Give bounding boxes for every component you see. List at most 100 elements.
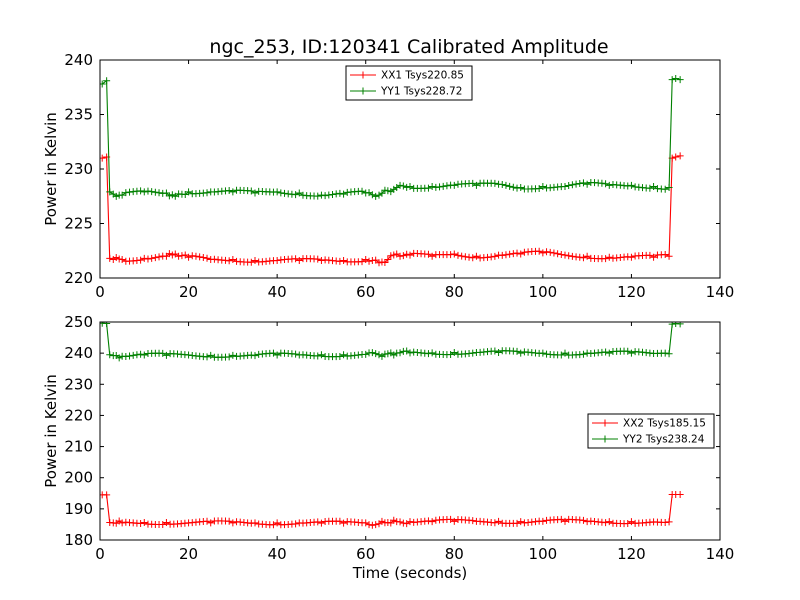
top-series-1-point <box>185 253 193 261</box>
bottom-series-2-point <box>668 322 676 328</box>
top-series-1-point <box>406 251 414 259</box>
top-series-2-point <box>576 179 584 187</box>
top-series-1-point <box>450 250 458 258</box>
bottom-series-2-point <box>340 351 348 359</box>
top-series-1-point <box>543 248 551 256</box>
bottom-series-1-point <box>251 519 259 527</box>
top-series-1-point <box>424 250 432 258</box>
top-series-1-point <box>646 251 654 259</box>
legend-marker-xx2 <box>601 419 609 427</box>
top-series-1 <box>100 152 684 267</box>
bottom-series-1-point <box>118 519 126 527</box>
top-series-2-point <box>627 181 635 189</box>
bottom-series-1-point <box>491 519 499 527</box>
top-series-1-point <box>229 255 237 263</box>
bottom-series-1-point <box>317 519 325 527</box>
top-series-1-point <box>365 257 373 265</box>
top-y-tick-label: 220 <box>64 269 93 287</box>
top-series-2-point <box>100 80 106 88</box>
top-series-2-point <box>535 185 543 193</box>
top-series-2-point <box>329 190 336 198</box>
top-series-2-point <box>168 191 176 199</box>
top-series-1-point <box>106 254 114 262</box>
top-series-1-point <box>506 250 514 258</box>
top-series-2-point <box>103 77 111 85</box>
top-series-1-point <box>627 253 635 261</box>
bottom-series-1-point <box>624 520 632 528</box>
bottom-y-tick-label: 200 <box>64 469 93 487</box>
bottom-series-2-point <box>162 351 170 359</box>
bottom-series-1-point <box>406 518 414 526</box>
top-series-2-point <box>137 187 145 195</box>
top-series-2-point <box>428 182 436 190</box>
bottom-x-tick-label: 140 <box>706 545 735 563</box>
top-series-2-point <box>406 182 414 190</box>
bottom-series-2-point <box>557 351 565 359</box>
bottom-series-2-point <box>269 349 277 357</box>
bottom-series-2-point <box>372 350 380 358</box>
top-series-1-point <box>472 252 480 260</box>
bottom-series-2-point <box>203 353 211 361</box>
top-series-1-point <box>672 153 680 161</box>
bottom-series-2-point <box>661 349 669 357</box>
top-series-1-point <box>396 252 404 260</box>
top-series-2-point <box>583 180 591 188</box>
top-series-2-point <box>321 192 329 200</box>
bottom-series-2-point <box>247 351 255 359</box>
top-series-1-point <box>513 249 521 257</box>
top-series-2-point <box>140 188 148 196</box>
legend-marker-xx1 <box>359 71 367 79</box>
bottom-series-1-point <box>665 518 673 526</box>
top-series-1-point <box>175 252 183 260</box>
top-series-1-point <box>292 255 300 263</box>
top-series-2-point <box>112 192 120 200</box>
top-series-1-point <box>295 257 303 265</box>
bottom-series-2-point <box>368 349 376 357</box>
top-series-1-point <box>535 247 543 255</box>
top-series-2-point <box>672 75 680 83</box>
bottom-series-2-point <box>126 352 134 360</box>
bottom-series-2-point <box>469 349 477 357</box>
bottom-series-1-point <box>676 491 684 499</box>
top-series-2-point <box>650 182 658 190</box>
top-series-2-point <box>225 187 233 195</box>
top-y-tick-label: 235 <box>64 106 93 124</box>
top-series-1-point <box>137 256 145 264</box>
bottom-y-tick-label: 240 <box>64 344 93 362</box>
top-series-1-point <box>458 252 466 260</box>
top-series-1-point <box>502 251 510 259</box>
top-series-1-point <box>579 254 587 262</box>
bottom-series-2-point <box>207 351 215 359</box>
top-series-1-point <box>568 252 576 260</box>
bottom-series-1-point <box>229 519 237 527</box>
bottom-series-1-point <box>137 520 145 528</box>
bottom-series-1-point <box>605 518 613 526</box>
bottom-x-tick-label: 80 <box>445 545 464 563</box>
top-series-2-point <box>439 182 447 190</box>
top-series-2-point <box>502 181 510 189</box>
bottom-series-1 <box>100 491 684 529</box>
top-series-1-point <box>336 257 344 265</box>
top-series-2-point <box>314 192 322 200</box>
bottom-series-2 <box>100 322 684 362</box>
top-series-1-point <box>203 254 211 262</box>
bottom-series-2-point <box>495 349 503 357</box>
top-series-2-point <box>443 182 451 190</box>
top-series-1-point <box>148 254 156 262</box>
top-x-tick-label: 80 <box>445 283 464 301</box>
bottom-series-2-point <box>106 351 114 359</box>
legend-label-xx2: XX2 Tsys185.15 <box>623 418 706 430</box>
top-series-1-point <box>602 255 610 263</box>
top-series-1-point <box>583 252 591 260</box>
top-series-2-point <box>251 189 259 197</box>
top-series-2-point <box>436 183 444 191</box>
bottom-y-tick-label: 210 <box>64 438 93 456</box>
top-y-tick-label: 230 <box>64 160 93 178</box>
top-x-tick-label: 100 <box>529 283 558 301</box>
top-series-2-point <box>118 191 126 199</box>
top-series-1-point <box>100 154 106 162</box>
legend-marker-yy2 <box>601 435 609 443</box>
top-series-1-point <box>491 252 499 260</box>
top-series-2-point <box>450 181 458 189</box>
top-series-2-point <box>155 189 163 197</box>
